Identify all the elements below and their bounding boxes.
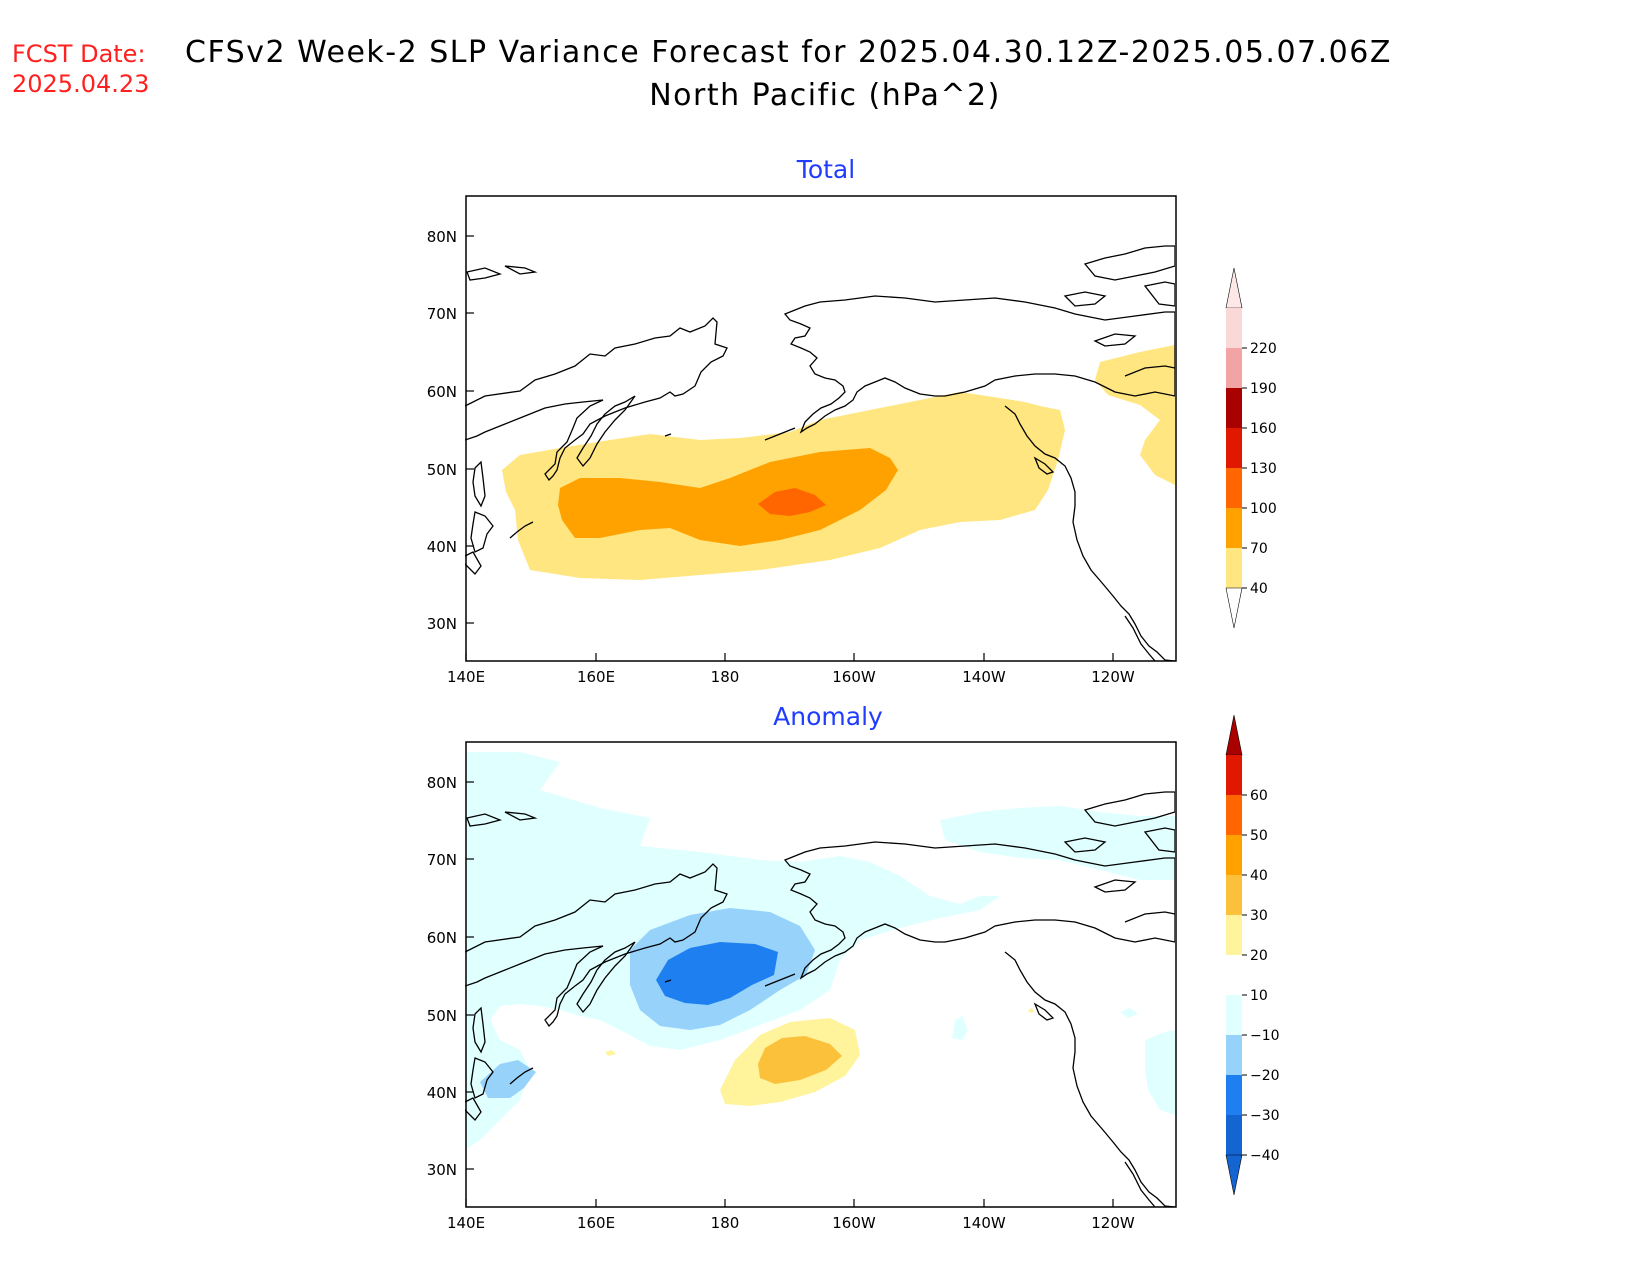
anomaly-shade-pos20 <box>758 1036 842 1084</box>
lon-label: 140E <box>447 1214 485 1232</box>
colorbar-label: 20 <box>1250 948 1268 964</box>
figure-subtitle: North Pacific (hPa^2) <box>649 78 1001 113</box>
total-lat-axis: 80N 70N 60N 50N 40N 30N <box>427 228 474 633</box>
colorbar-label: 40 <box>1250 581 1268 597</box>
fcst-date-label: FCST Date: <box>12 40 146 68</box>
colorbar-swatch <box>1226 348 1242 388</box>
colorbar-swatch <box>1226 1115 1242 1155</box>
lat-label: 50N <box>427 461 457 479</box>
colorbar-swatch <box>1226 468 1242 508</box>
lat-label: 40N <box>427 538 457 556</box>
total-map <box>465 196 1175 661</box>
lat-label: 80N <box>427 774 457 792</box>
colorbar-swatch <box>1226 835 1242 875</box>
colorbar-label: −10 <box>1250 1028 1280 1044</box>
colorbar-swatch <box>1226 755 1242 795</box>
lon-label: 180 <box>711 1214 740 1232</box>
colorbar-label: 10 <box>1250 988 1268 1004</box>
colorbar-swatch <box>1226 795 1242 835</box>
anomaly-shade-neg30 <box>656 942 778 1005</box>
colorbar-label: 190 <box>1250 381 1277 397</box>
panel-title-anomaly: Anomaly <box>773 702 883 731</box>
colorbar-label: −20 <box>1250 1068 1280 1084</box>
colorbar-swatch <box>1226 508 1242 548</box>
colorbar-label: 220 <box>1250 341 1277 357</box>
colorbar-label: 160 <box>1250 421 1277 437</box>
colorbar-swatch <box>1226 1075 1242 1115</box>
total-map-frame <box>465 195 1177 662</box>
anomaly-map <box>465 742 1175 1207</box>
colorbar-swatch <box>1226 548 1242 588</box>
anomaly-lon-axis: 140E 160E 180 160W 140W 120W <box>447 1199 1135 1232</box>
colorbar-arrow-bottom <box>1225 1154 1243 1196</box>
lon-label: 140W <box>962 668 1006 686</box>
lon-label: 180 <box>711 668 740 686</box>
colorbar-label: 30 <box>1250 908 1268 924</box>
colorbar-label: 40 <box>1250 868 1268 884</box>
colorbar-swatch <box>1226 875 1242 915</box>
lon-label: 120W <box>1091 1214 1135 1232</box>
lon-label: 160W <box>832 1214 876 1232</box>
colorbar-label: −30 <box>1250 1108 1280 1124</box>
lat-label: 30N <box>427 1161 457 1179</box>
fcst-date-value: 2025.04.23 <box>12 70 149 98</box>
anomaly-lat-axis: 80N 70N 60N 50N 40N 30N <box>427 774 474 1179</box>
lon-label: 160E <box>577 1214 615 1232</box>
total-shade-100 <box>758 488 826 516</box>
figure-title: CFSv2 Week-2 SLP Variance Forecast for 2… <box>185 35 1392 70</box>
anomaly-colorbar: 60 50 40 30 20 10 −10 −20 −30 −40 <box>1225 714 1280 1196</box>
colorbar-label: 60 <box>1250 788 1268 804</box>
anomaly-map-frame <box>465 741 1177 1208</box>
colorbar-arrow-top <box>1225 714 1243 756</box>
colorbar-swatch <box>1226 428 1242 468</box>
lon-label: 140E <box>447 668 485 686</box>
colorbar-swatch <box>1226 308 1242 348</box>
colorbar-label: 100 <box>1250 501 1277 517</box>
lon-label: 120W <box>1091 668 1135 686</box>
lat-label: 60N <box>427 929 457 947</box>
total-shade-70 <box>558 448 898 546</box>
lat-label: 50N <box>427 1007 457 1025</box>
lat-label: 30N <box>427 615 457 633</box>
lat-label: 70N <box>427 305 457 323</box>
colorbar-swatch <box>1226 915 1242 955</box>
colorbar-swatch <box>1226 995 1242 1035</box>
panel-title-total: Total <box>796 155 855 184</box>
colorbar-label: 130 <box>1250 461 1277 477</box>
lon-label: 160E <box>577 668 615 686</box>
lat-label: 40N <box>427 1084 457 1102</box>
total-lon-axis: 140E 160E 180 160W 140W 120W <box>447 653 1135 686</box>
colorbar-label: 50 <box>1250 828 1268 844</box>
lat-label: 60N <box>427 383 457 401</box>
lat-label: 80N <box>427 228 457 246</box>
colorbar-arrow-top <box>1225 267 1243 309</box>
colorbar-swatch <box>1226 388 1242 428</box>
lon-label: 160W <box>832 668 876 686</box>
total-colorbar: 220 190 160 130 100 70 40 <box>1225 267 1277 629</box>
colorbar-swatch <box>1226 955 1242 995</box>
colorbar-arrow-bottom <box>1225 587 1243 629</box>
lat-label: 70N <box>427 851 457 869</box>
colorbar-swatch <box>1226 1035 1242 1075</box>
colorbar-label: −40 <box>1250 1148 1280 1164</box>
lon-label: 140W <box>962 1214 1006 1232</box>
colorbar-label: 70 <box>1250 541 1268 557</box>
